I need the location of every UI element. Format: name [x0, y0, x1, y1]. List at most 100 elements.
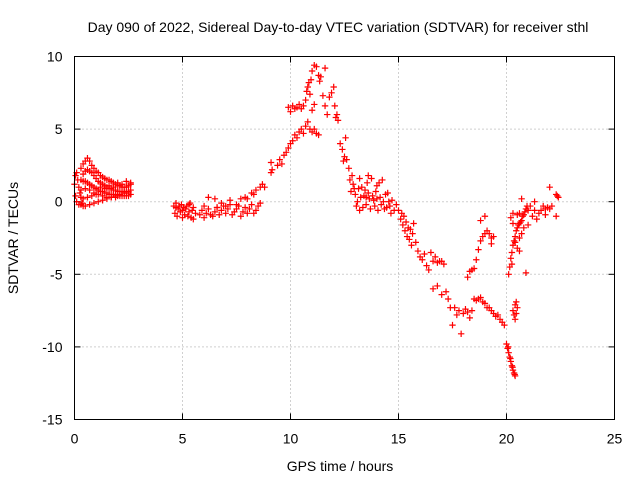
data-point — [514, 304, 521, 311]
data-point — [182, 205, 189, 213]
data-point — [460, 310, 467, 317]
data-point — [516, 234, 523, 242]
data-point — [406, 236, 413, 243]
data-point — [303, 88, 310, 95]
data-point — [352, 191, 359, 198]
plot-frame — [74, 56, 615, 420]
data-point — [481, 213, 489, 220]
x-tick-labels: 0 5 10 15 20 25 — [71, 431, 623, 447]
data-point — [76, 189, 84, 197]
data-point — [274, 162, 281, 169]
data-point — [192, 210, 199, 217]
data-point — [379, 176, 386, 184]
data-point — [516, 210, 523, 217]
data-point — [442, 288, 450, 295]
data-point — [185, 208, 193, 216]
data-point — [92, 191, 100, 198]
data-point — [239, 208, 247, 216]
data-point — [511, 371, 518, 378]
data-point — [84, 194, 91, 201]
data-point — [356, 175, 363, 182]
data-point — [366, 195, 373, 202]
data-point — [308, 67, 316, 75]
data-point — [261, 183, 268, 191]
x-tick-label: 20 — [499, 431, 515, 447]
data-point — [508, 362, 516, 369]
data-point — [324, 111, 331, 118]
data-point — [481, 300, 489, 307]
x-tick-label: 25 — [607, 431, 623, 447]
data-point — [179, 214, 186, 221]
data-point — [105, 182, 113, 189]
data-point — [333, 111, 341, 118]
data-point — [86, 186, 93, 194]
data-point — [362, 201, 370, 208]
data-point — [362, 194, 370, 201]
data-point — [514, 224, 521, 232]
data-point — [542, 211, 549, 218]
y-tick-label: -15 — [42, 412, 62, 428]
data-point — [307, 76, 315, 83]
data-point — [77, 201, 85, 208]
data-point — [511, 239, 519, 246]
data-point — [304, 83, 311, 91]
data-point — [464, 308, 471, 316]
data-point — [371, 202, 378, 210]
data-point — [372, 188, 380, 195]
data-point — [511, 316, 519, 323]
data-point — [349, 181, 357, 188]
data-point — [237, 195, 245, 202]
data-point — [501, 321, 508, 329]
data-point — [548, 202, 556, 210]
data-points — [71, 62, 562, 380]
data-point — [355, 185, 362, 192]
data-point — [451, 304, 458, 311]
data-point — [356, 207, 363, 214]
data-point — [110, 183, 117, 191]
data-point — [546, 183, 553, 191]
data-point — [211, 208, 219, 216]
data-point — [373, 195, 381, 202]
data-point — [328, 89, 335, 96]
data-point — [506, 353, 513, 361]
data-point — [395, 207, 402, 214]
data-point — [505, 349, 512, 356]
data-point — [513, 298, 520, 306]
data-point — [346, 176, 354, 184]
data-point — [331, 102, 338, 110]
data-point — [248, 201, 255, 208]
data-point — [244, 195, 251, 202]
data-point — [517, 218, 524, 226]
data-point — [477, 237, 484, 245]
data-point — [387, 210, 395, 217]
data-point — [429, 258, 437, 265]
chart-title: Day 090 of 2022, Sidereal Day-to-day VTE… — [88, 19, 589, 35]
data-point — [466, 314, 473, 322]
data-point — [363, 179, 371, 187]
data-point — [400, 213, 408, 220]
data-point — [336, 140, 344, 147]
data-point — [189, 207, 196, 214]
axis-ticks — [74, 56, 615, 420]
data-point — [289, 137, 296, 144]
data-point — [237, 213, 245, 220]
data-point — [82, 202, 89, 210]
data-point — [380, 198, 387, 205]
data-point — [103, 195, 111, 202]
data-point — [343, 156, 350, 163]
data-point — [425, 266, 432, 274]
data-point — [511, 233, 519, 240]
data-point — [184, 213, 192, 220]
data-point — [186, 199, 194, 207]
data-point — [399, 221, 407, 229]
data-point — [397, 215, 404, 223]
data-point — [293, 134, 301, 142]
y-tick-label: -10 — [42, 339, 62, 355]
data-point — [252, 207, 260, 214]
data-point — [507, 255, 515, 262]
grid-lines — [74, 56, 615, 420]
data-point — [533, 215, 540, 223]
data-point — [513, 227, 520, 234]
data-point — [434, 282, 441, 290]
data-point — [200, 202, 208, 210]
